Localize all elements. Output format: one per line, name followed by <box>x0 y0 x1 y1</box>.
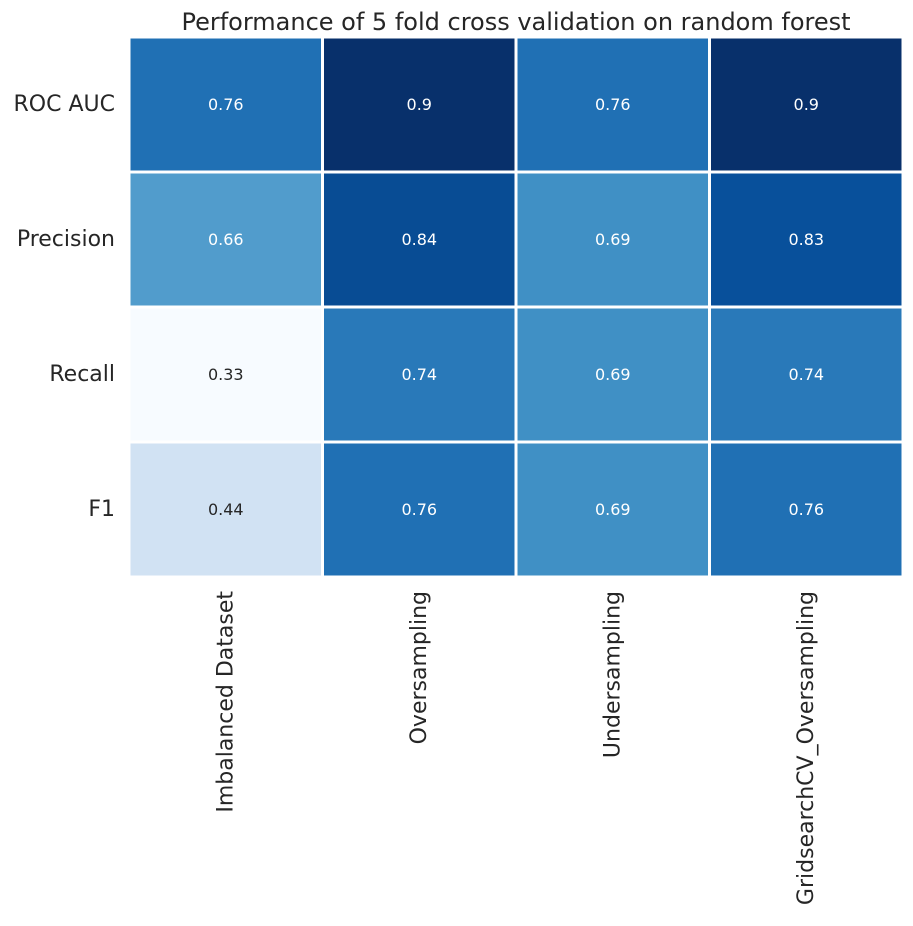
heatmap-cell <box>708 170 905 309</box>
column-label: Undersampling <box>600 591 625 758</box>
cell-value-label: 0.76 <box>595 95 631 114</box>
cell-value-label: 0.74 <box>401 365 437 384</box>
cell-value-label: 0.44 <box>208 500 244 519</box>
cell-value-label: 0.84 <box>401 230 437 249</box>
cell-value-label: 0.69 <box>595 365 631 384</box>
heatmap-cell <box>321 170 518 309</box>
cell-value-label: 0.9 <box>794 95 819 114</box>
heatmap-cell <box>708 440 905 579</box>
cell-value-label: 0.83 <box>788 230 824 249</box>
heatmap-cell <box>708 305 905 444</box>
heatmap-cell <box>514 35 711 174</box>
cell-value-label: 0.69 <box>595 500 631 519</box>
row-label: F1 <box>88 497 115 522</box>
cell-value-label: 0.74 <box>788 365 824 384</box>
row-label: Precision <box>17 227 115 252</box>
row-labels: ROC AUC Precision Recall F1 <box>14 92 115 522</box>
cell-value-label: 0.33 <box>208 365 244 384</box>
heatmap-cell <box>321 305 518 444</box>
cell-value-label: 0.9 <box>407 95 432 114</box>
chart-title: Performance of 5 fold cross validation o… <box>181 8 850 36</box>
column-labels: Imbalanced Dataset Oversampling Undersampl… <box>213 591 819 905</box>
heatmap-cell <box>321 440 518 579</box>
heatmap-cell <box>321 35 518 174</box>
column-label: GridsearchCV_Oversampling <box>794 591 819 905</box>
cell-value-label: 0.66 <box>208 230 244 249</box>
row-label: Recall <box>49 362 115 387</box>
column-label: Imbalanced Dataset <box>213 591 238 813</box>
row-label: ROC AUC <box>14 92 115 117</box>
cell-value-label: 0.69 <box>595 230 631 249</box>
column-label: Oversampling <box>407 591 432 744</box>
cell-value-label: 0.76 <box>401 500 437 519</box>
heatmap-cells: 0.76 0.9 0.76 0.9 0.66 0.84 0.69 0.83 0.33 0.74 0.… <box>127 35 905 579</box>
heatmap-cell <box>708 35 905 174</box>
heatmap-cell <box>127 35 324 174</box>
heatmap-cell <box>127 440 324 579</box>
cell-value-label: 0.76 <box>788 500 824 519</box>
cell-value-label: 0.76 <box>208 95 244 114</box>
